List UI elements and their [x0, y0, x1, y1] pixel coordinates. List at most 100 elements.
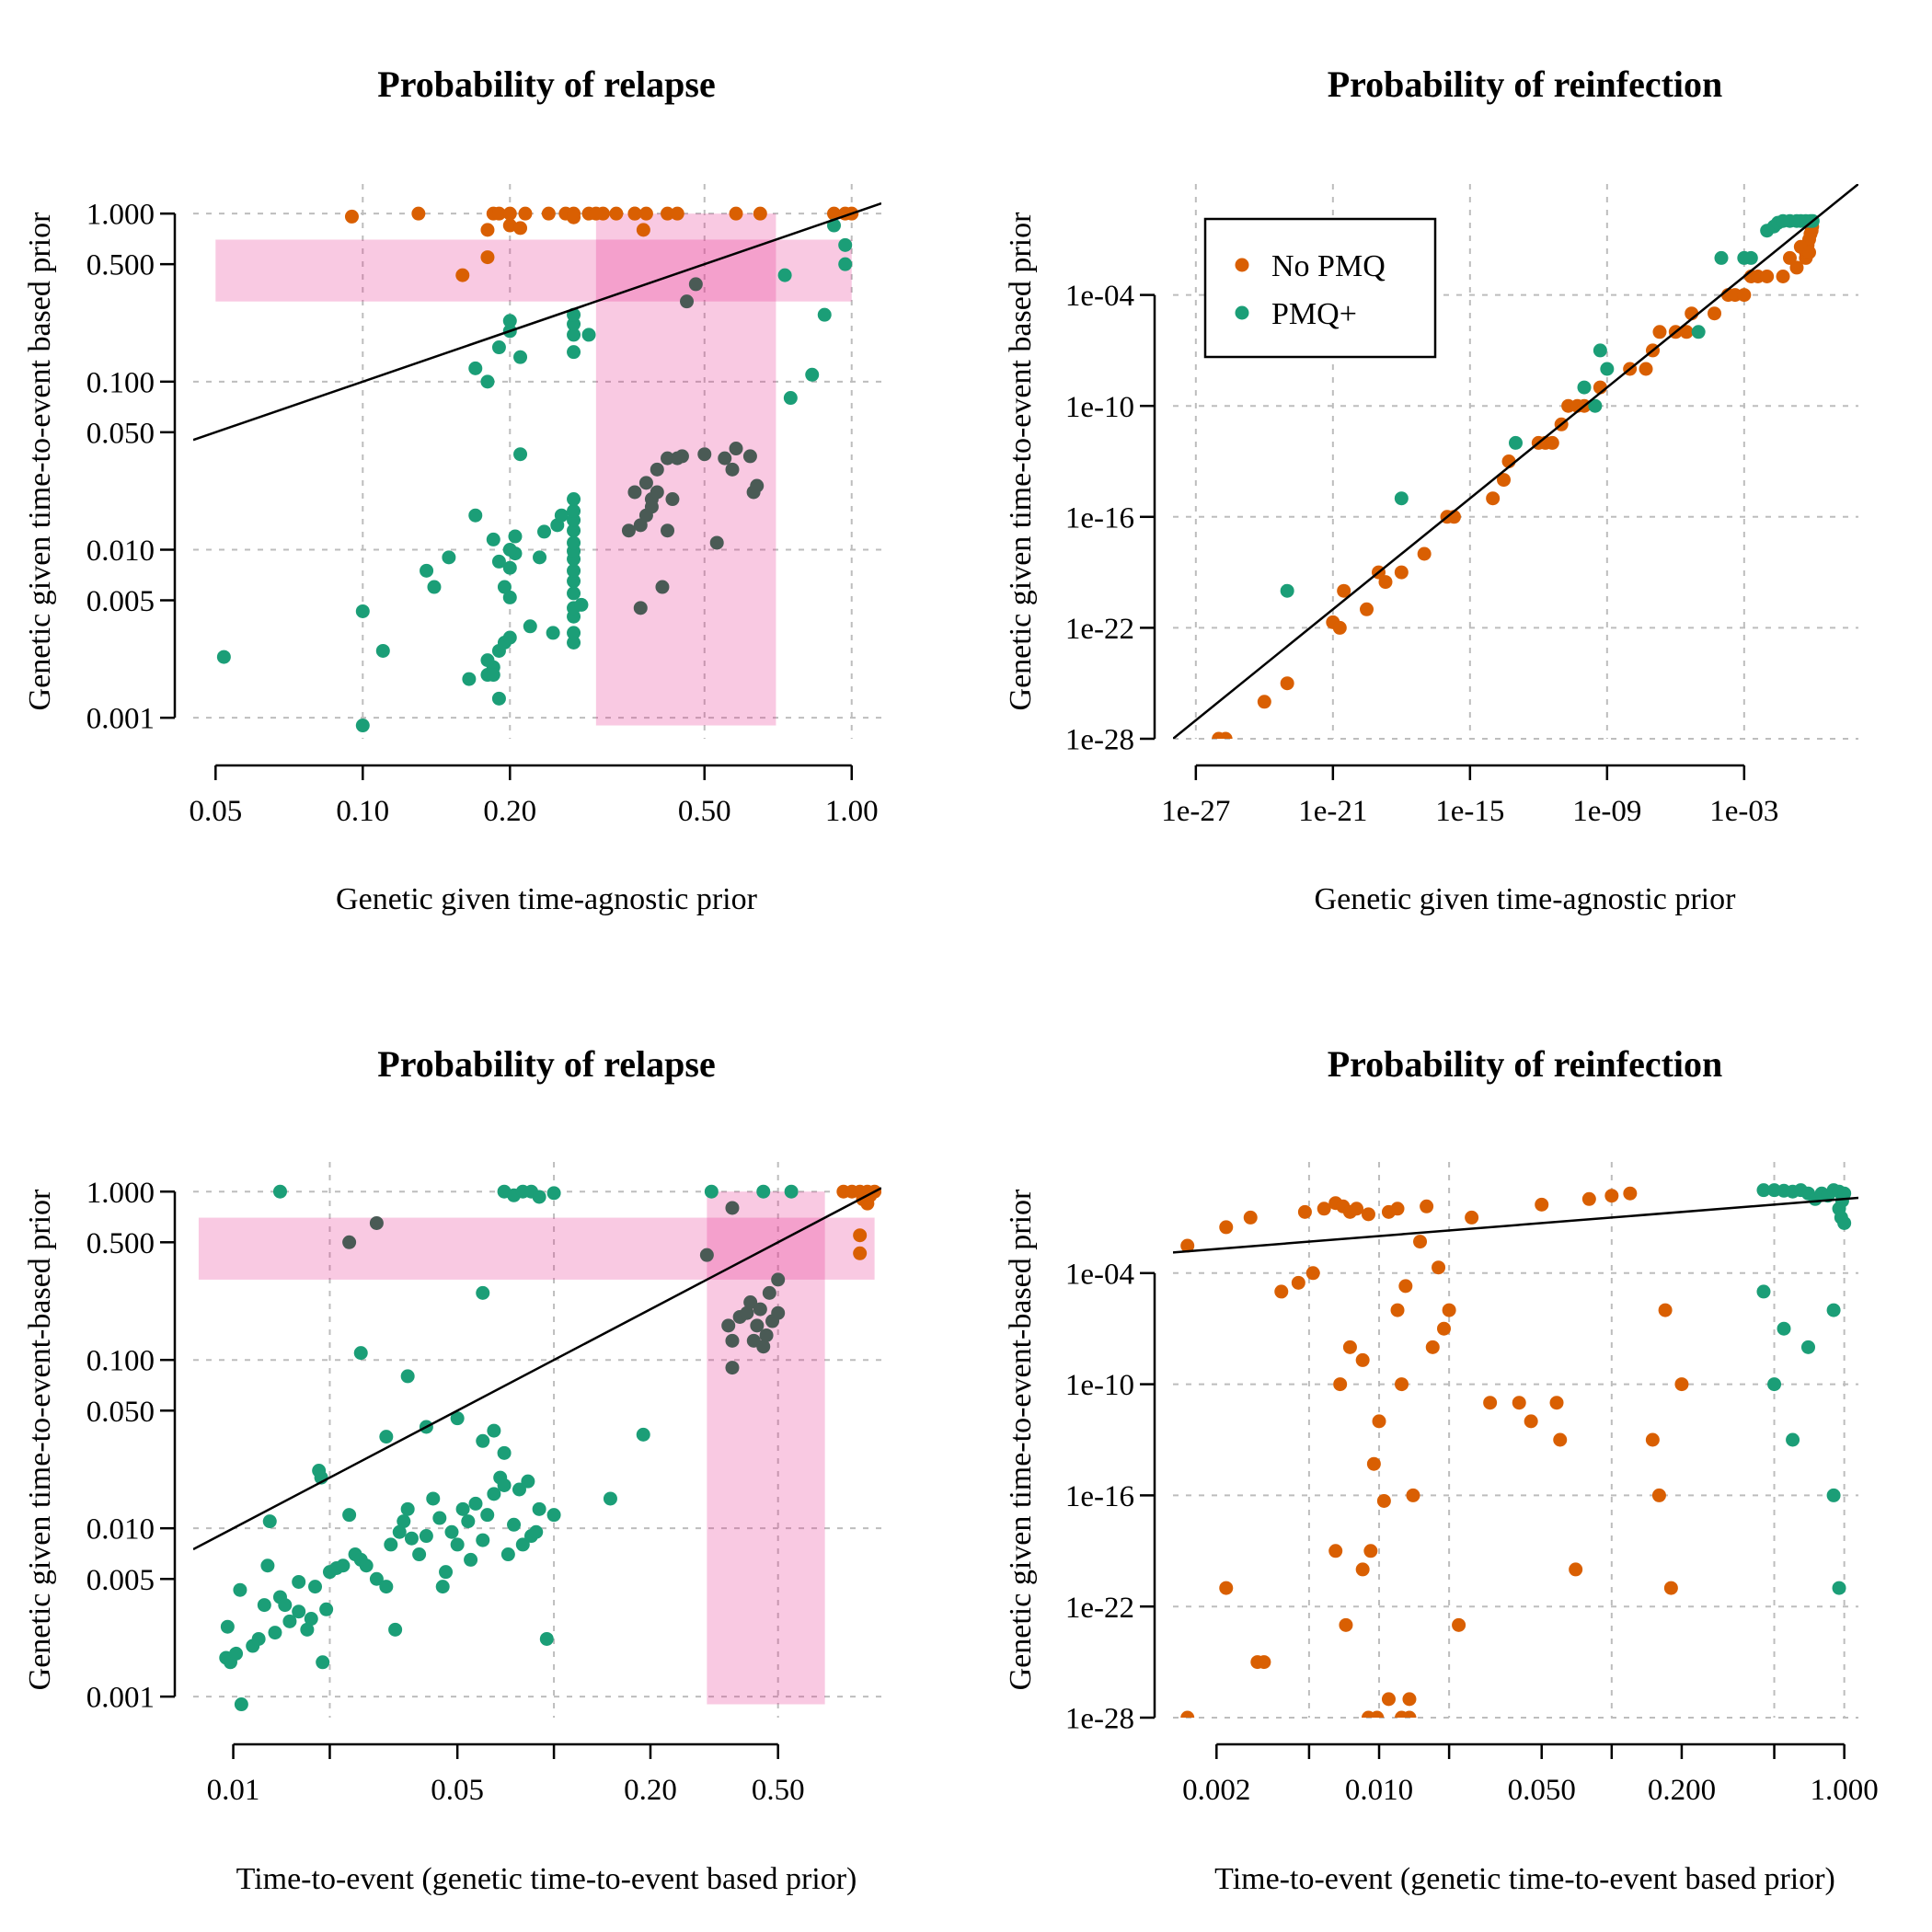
- point-no-pmq: [1257, 1655, 1271, 1670]
- panel-title: Probability of relapse: [377, 1043, 715, 1085]
- point-no-pmq: [411, 206, 426, 221]
- point-no-pmq: [1363, 1544, 1378, 1558]
- point-pmq: [220, 1619, 235, 1634]
- point-no-pmq: [853, 1228, 868, 1243]
- point-no-pmq: [1679, 325, 1694, 339]
- point-pmq: [1786, 1432, 1800, 1447]
- point-no-pmq: [1674, 1377, 1689, 1392]
- point-pmq: [427, 580, 442, 594]
- point-overlap: [740, 1305, 754, 1320]
- point-no-pmq: [1497, 473, 1512, 488]
- point-overlap: [771, 1272, 786, 1287]
- vertical-shaded-band: [595, 213, 776, 726]
- y-tick-label: 0.500: [86, 249, 155, 282]
- point-pmq: [282, 1614, 297, 1628]
- point-no-pmq: [502, 206, 517, 221]
- y-tick-label: 1e-10: [1065, 391, 1134, 424]
- point-no-pmq: [1219, 1220, 1234, 1235]
- point-pmq: [1714, 250, 1729, 265]
- scatter-points: [219, 1184, 881, 1712]
- point-pmq: [486, 668, 500, 683]
- point-pmq: [420, 563, 434, 578]
- point-no-pmq: [1339, 1617, 1353, 1632]
- point-no-pmq: [491, 206, 506, 221]
- point-pmq: [272, 1184, 287, 1199]
- point-pmq: [805, 367, 820, 382]
- point-pmq: [461, 1514, 476, 1529]
- point-pmq: [567, 586, 581, 601]
- point-pmq: [838, 257, 853, 271]
- point-pmq: [486, 532, 500, 546]
- point-no-pmq: [513, 221, 528, 236]
- point-no-pmq: [1376, 1493, 1391, 1508]
- point-pmq: [257, 1598, 271, 1613]
- x-tick-label: 1.00: [825, 795, 879, 828]
- point-no-pmq: [1355, 1562, 1370, 1577]
- point-overlap: [688, 277, 703, 292]
- point-no-pmq: [636, 223, 650, 237]
- point-pmq: [567, 563, 581, 578]
- point-pmq: [375, 643, 390, 658]
- point-pmq: [268, 1626, 282, 1640]
- point-pmq: [497, 1478, 512, 1492]
- point-pmq: [515, 1537, 530, 1552]
- identity-line: [1173, 1196, 1858, 1254]
- point-no-pmq: [589, 206, 604, 221]
- point-pmq: [1280, 583, 1294, 598]
- point-pmq: [439, 1565, 454, 1580]
- point-pmq: [497, 580, 512, 594]
- point-pmq: [262, 1514, 277, 1529]
- x-tick-label: 0.200: [1648, 1774, 1716, 1807]
- point-pmq: [636, 1427, 650, 1442]
- point-overlap: [750, 1318, 765, 1333]
- point-pmq: [502, 543, 517, 558]
- point-pmq: [1767, 1377, 1782, 1392]
- point-pmq: [546, 1508, 561, 1523]
- point-pmq: [455, 1501, 470, 1516]
- point-pmq: [400, 1501, 415, 1516]
- x-tick-label: 0.50: [678, 795, 731, 828]
- reinfection-panel-top: Probability of reinfection Genetic given …: [1004, 63, 1858, 916]
- legend-marker: [1235, 258, 1249, 272]
- point-no-pmq: [1535, 1197, 1549, 1212]
- point-no-pmq: [455, 268, 470, 282]
- x-tick-label: 0.50: [752, 1774, 805, 1807]
- point-no-pmq: [502, 218, 517, 233]
- point-pmq: [784, 1184, 799, 1199]
- point-pmq: [523, 619, 537, 634]
- point-no-pmq: [609, 206, 624, 221]
- y-axis-label: Genetic given time-to-event-based prior: [23, 1189, 57, 1690]
- point-pmq: [502, 630, 517, 645]
- x-tick-label: 1e-27: [1161, 795, 1230, 828]
- point-pmq: [412, 1547, 427, 1562]
- point-pmq: [546, 1186, 561, 1201]
- point-overlap: [725, 462, 740, 477]
- point-no-pmq: [1432, 1260, 1446, 1275]
- point-pmq: [1756, 1284, 1771, 1299]
- relapse-panel-bottom: Probability of relapse Time-to-event (gen…: [23, 1043, 881, 1896]
- x-axis-label: Time-to-event (genetic time-to-event bas…: [236, 1862, 857, 1896]
- y-tick-label: 1e-16: [1065, 501, 1134, 535]
- point-pmq: [704, 1184, 719, 1199]
- point-no-pmq: [567, 210, 581, 224]
- point-overlap: [750, 478, 765, 493]
- point-pmq: [512, 1482, 526, 1497]
- point-no-pmq: [1581, 1191, 1596, 1206]
- point-no-pmq: [1361, 1207, 1375, 1222]
- point-pmq: [400, 1369, 415, 1384]
- point-pmq: [353, 1346, 368, 1361]
- point-no-pmq: [1801, 245, 1816, 259]
- x-axis-label: Genetic given time-agnostic prior: [1315, 882, 1737, 916]
- point-overlap: [661, 523, 675, 538]
- point-pmq: [319, 1602, 334, 1616]
- point-no-pmq: [826, 206, 841, 221]
- legend-box: [1203, 217, 1437, 359]
- point-pmq: [603, 1491, 617, 1506]
- y-tick-label: 0.010: [86, 1513, 155, 1547]
- point-overlap: [743, 1295, 758, 1310]
- x-tick-label: 0.20: [483, 795, 536, 828]
- panel-title: Probability of relapse: [377, 63, 715, 105]
- point-no-pmq: [1737, 288, 1752, 303]
- point-no-pmq: [1305, 1266, 1320, 1281]
- y-tick-label: 0.005: [86, 585, 155, 618]
